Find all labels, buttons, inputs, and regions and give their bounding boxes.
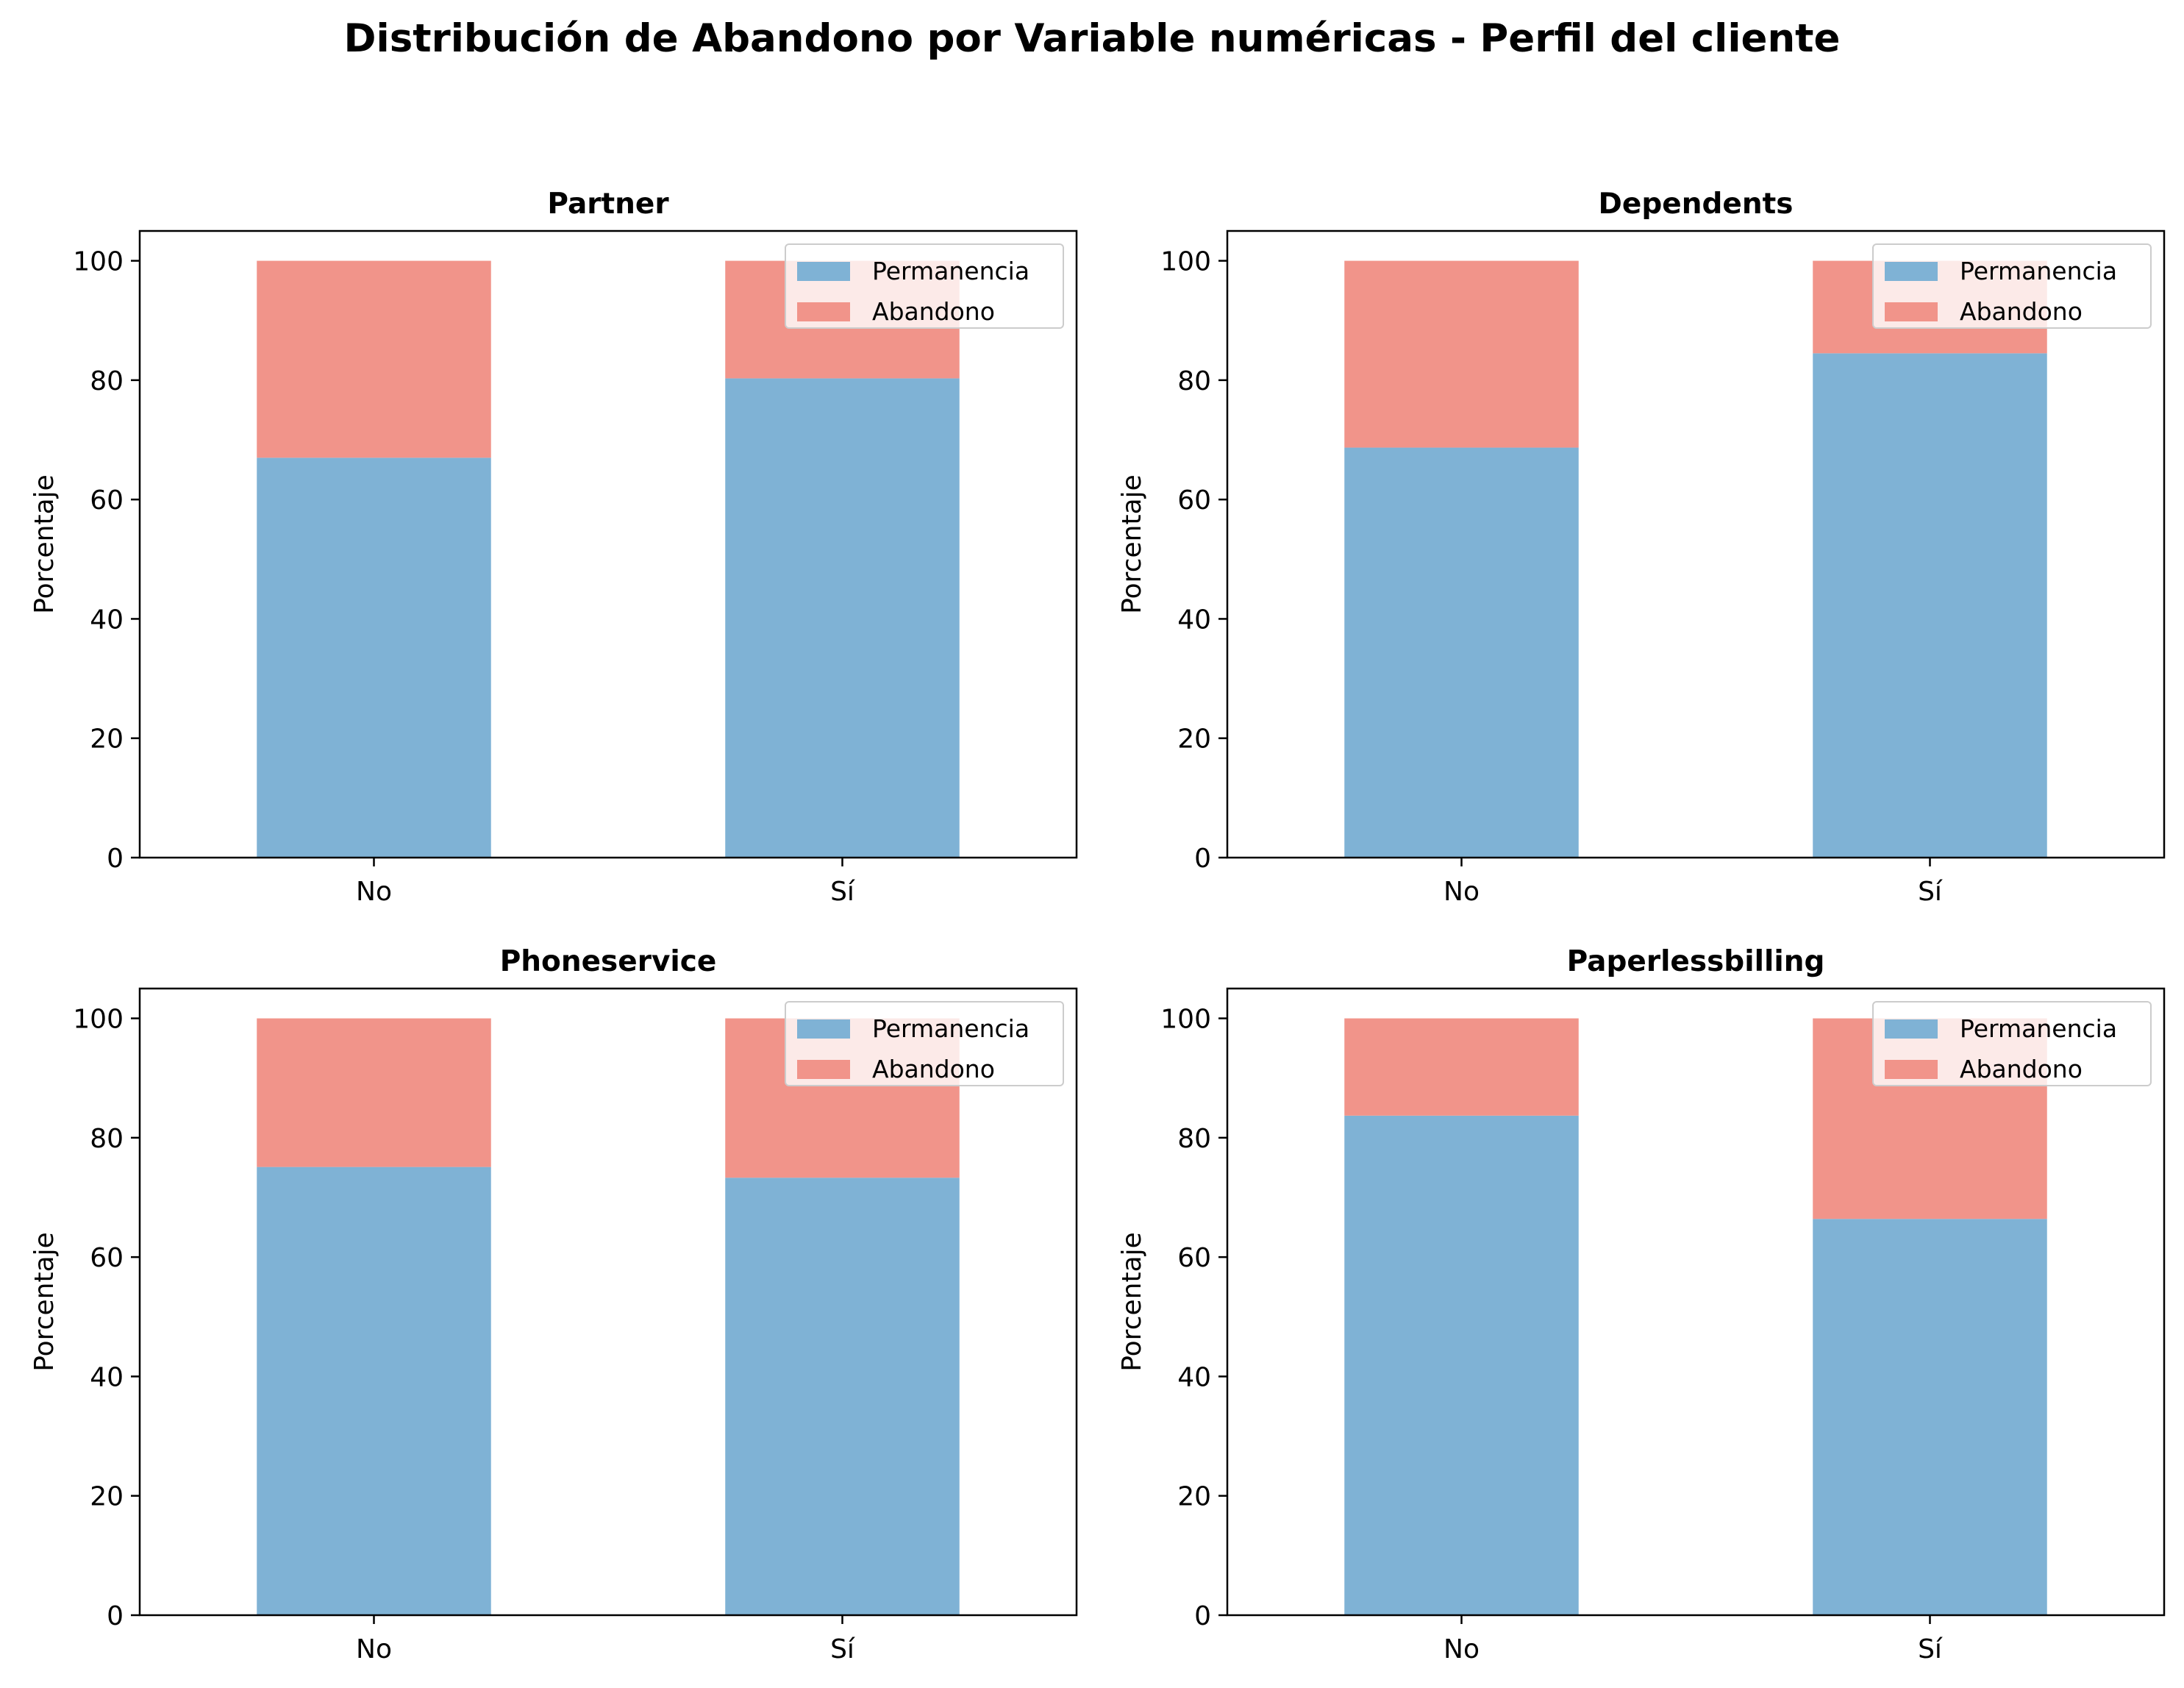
- chart-panel-3: 0 20 40 60 80 100 No Sí Phoneservice Porcentaje Pe…: [29, 945, 1078, 1664]
- bar-abandono-1: [1344, 1018, 1579, 1116]
- y-tick-label: 40: [1177, 1362, 1211, 1392]
- y-tick-label: 0: [1194, 844, 1211, 874]
- panel-title: Dependents: [1599, 188, 1794, 221]
- x-tick-label: No: [356, 877, 392, 907]
- y-tick-label: 20: [1177, 1482, 1211, 1512]
- legend-label-abandono: Abandono: [1960, 1055, 2083, 1083]
- y-tick-label: 0: [107, 1601, 124, 1631]
- legend-box: [1872, 243, 2152, 329]
- y-tick-label: 60: [1177, 485, 1211, 516]
- legend-swatch-abandono: [1885, 302, 1938, 321]
- y-tick-label: 60: [90, 1243, 124, 1273]
- axes-frame: [1226, 229, 2166, 859]
- chart-panel-4: 0 20 40 60 80 100 No Sí Paperlessbilling Porcenta…: [1117, 945, 2166, 1664]
- y-tick-label: 20: [90, 1482, 124, 1512]
- legend-swatch-abandono: [797, 1060, 850, 1079]
- panel-title: Paperlessbilling: [1567, 945, 1825, 978]
- chart-panel-2: 0 20 40 60 80 100 No Sí Dependents Porcentaje Perm…: [1117, 188, 2166, 907]
- y-tick-label: 0: [107, 844, 124, 874]
- y-tick-label: 40: [90, 605, 124, 635]
- legend-swatch-permanencia: [1885, 262, 1938, 281]
- y-tick-label: 80: [1177, 1124, 1211, 1154]
- chart-panel-1: 0 20 40 60 80 100 No Sí Partner Porcentaje Permane…: [29, 188, 1078, 907]
- x-tick-label: Sí: [1918, 877, 1943, 907]
- legend-box: [785, 243, 1064, 329]
- legend-label-permanencia: Permanencia: [872, 1014, 1029, 1043]
- x-tick-label: No: [1443, 877, 1480, 907]
- legend-swatch-abandono: [1885, 1060, 1938, 1079]
- x-tick-label: Sí: [830, 877, 855, 907]
- bar-abandono-1: [257, 1018, 491, 1167]
- y-tick-label: 40: [90, 1362, 124, 1392]
- y-tick-label: 20: [90, 724, 124, 755]
- bar-permanencia-2: [1813, 353, 2047, 858]
- x-tick-label: No: [356, 1634, 392, 1664]
- x-tick-label: No: [1443, 1634, 1480, 1664]
- y-axis-label: Porcentaje: [29, 474, 60, 614]
- bar-permanencia-1: [1344, 447, 1579, 858]
- legend-swatch-abandono: [797, 302, 850, 321]
- y-tick-label: 60: [90, 485, 124, 516]
- legend-label-permanencia: Permanencia: [1960, 1014, 2117, 1043]
- y-tick-label: 80: [90, 1124, 124, 1154]
- axes-frame: [1226, 987, 2166, 1617]
- legend-label-permanencia: Permanencia: [872, 257, 1029, 285]
- bar-permanencia-1: [257, 1167, 491, 1615]
- legend-label-abandono: Abandono: [1960, 297, 2083, 326]
- x-tick-label: Sí: [830, 1634, 855, 1664]
- y-tick-label: 0: [1194, 1601, 1211, 1631]
- bar-abandono-1: [257, 260, 491, 458]
- y-tick-label: 100: [1160, 247, 1211, 277]
- legend-box: [1872, 1001, 2152, 1086]
- legend-label-abandono: Abandono: [872, 297, 995, 326]
- y-tick-label: 40: [1177, 605, 1211, 635]
- bar-abandono-1: [1344, 260, 1579, 448]
- axes-frame: [138, 987, 1078, 1617]
- legend-swatch-permanencia: [797, 262, 850, 281]
- bar-permanencia-2: [725, 1178, 960, 1615]
- legend-box: [785, 1001, 1064, 1086]
- panel-title: Phoneservice: [500, 945, 717, 978]
- y-tick-label: 20: [1177, 724, 1211, 755]
- y-axis-label: Porcentaje: [1117, 474, 1147, 614]
- y-axis-label: Porcentaje: [29, 1232, 60, 1372]
- x-tick-label: Sí: [1918, 1634, 1943, 1664]
- y-tick-label: 80: [1177, 366, 1211, 396]
- figure-title: Distribución de Abandono por Variable nu…: [343, 16, 1841, 61]
- y-tick-label: 100: [73, 1005, 124, 1035]
- y-tick-label: 80: [90, 366, 124, 396]
- legend-label-permanencia: Permanencia: [1960, 257, 2117, 285]
- legend-swatch-permanencia: [1885, 1019, 1938, 1039]
- panel-title: Partner: [547, 188, 669, 221]
- bar-permanencia-2: [1813, 1219, 2047, 1615]
- bar-permanencia-1: [257, 457, 491, 858]
- legend-swatch-permanencia: [797, 1019, 850, 1039]
- bar-permanencia-2: [725, 378, 960, 858]
- y-tick-label: 60: [1177, 1243, 1211, 1273]
- y-axis-label: Porcentaje: [1117, 1232, 1147, 1372]
- y-tick-label: 100: [1160, 1005, 1211, 1035]
- y-tick-label: 100: [73, 247, 124, 277]
- axes-frame: [138, 229, 1078, 859]
- bar-permanencia-1: [1344, 1115, 1579, 1615]
- legend-label-abandono: Abandono: [872, 1055, 995, 1083]
